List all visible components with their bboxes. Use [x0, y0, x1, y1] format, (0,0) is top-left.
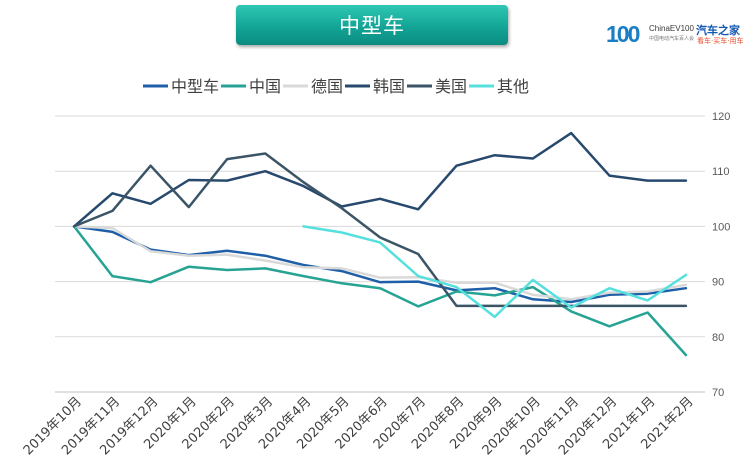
- title-banner: 中型车: [236, 5, 508, 45]
- brand-tagline: 看车·买车·用车: [697, 37, 744, 45]
- y-tick-label: 100: [712, 221, 730, 233]
- legend-label: 中国: [249, 77, 281, 96]
- brand-number: 100: [606, 21, 640, 47]
- series-line-韩国: [72, 131, 688, 228]
- chart-title: 中型车: [339, 14, 405, 38]
- series-line-德国: [72, 225, 688, 301]
- legend: 中型车 中国 德国 韩国 美国 其他: [143, 77, 529, 96]
- legend-label: 韩国: [373, 77, 405, 96]
- legend-label: 德国: [311, 77, 343, 96]
- series-line-其他: [302, 225, 688, 319]
- legend-label: 美国: [435, 77, 467, 96]
- brand-name: 汽车之家: [696, 24, 740, 37]
- gridlines: [55, 115, 705, 393]
- brand-logo: 100 ChinaEV100 中国电动汽车百人会 汽车之家 看车·买车·用车: [606, 20, 744, 48]
- y-tick-label: 120: [712, 111, 730, 123]
- series-lines: [72, 131, 688, 357]
- brand-subtitle: 中国电动汽车百人会: [649, 36, 695, 42]
- x-axis-ticks: 2019年10月2019年11月2019年12月2020年1月2020年2月20…: [21, 394, 697, 458]
- series-line-中国: [72, 225, 688, 357]
- brand-english: ChinaEV100: [649, 24, 694, 33]
- y-tick-label: 110: [712, 166, 730, 178]
- legend-label: 中型车: [171, 77, 219, 96]
- y-tick-label: 80: [712, 332, 724, 344]
- legend-label: 其他: [497, 77, 529, 96]
- y-tick-label: 90: [712, 277, 724, 289]
- y-tick-label: 70: [712, 387, 724, 399]
- series-line-美国: [72, 152, 688, 308]
- y-axis-ticks: 70 80 90 100 110 120: [712, 111, 730, 399]
